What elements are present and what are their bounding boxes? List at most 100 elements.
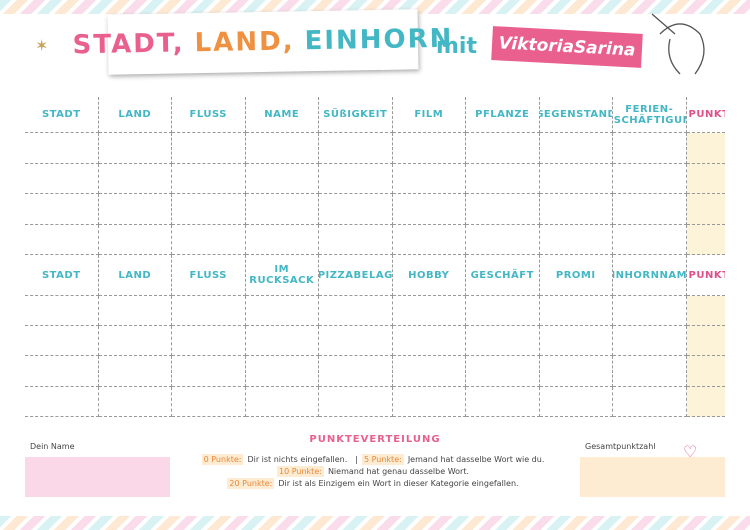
cell	[98, 356, 172, 387]
cell	[245, 133, 319, 164]
cell	[686, 386, 725, 417]
title-card: STADT, LAND, EINHORN	[72, 9, 454, 75]
cell	[539, 163, 613, 194]
title-part: EINHORN	[304, 23, 454, 57]
unicorn	[651, 13, 705, 75]
cell	[25, 163, 99, 194]
column-header: EINHORNNAME	[613, 255, 687, 296]
cell	[245, 163, 319, 194]
column-header: IM RUCKSACK	[245, 255, 319, 296]
cell	[686, 133, 725, 164]
cell	[98, 224, 172, 255]
brand: ViktoriaSarina	[491, 26, 643, 68]
cell	[172, 326, 246, 357]
cell	[172, 296, 246, 327]
cell	[98, 133, 172, 164]
cell	[539, 224, 613, 255]
scoring-title: PUNKTEVERTEILUNG	[309, 434, 441, 445]
rule-text: Niemand hat genau dasselbe Wort.	[327, 467, 469, 476]
cell	[319, 163, 393, 194]
name-field	[25, 457, 170, 497]
cell	[245, 296, 319, 327]
rule: 20 Punkte: Dir ist als Einzigem ein Wort …	[190, 478, 560, 489]
column-header: PUNKTE	[686, 97, 725, 133]
cell	[466, 194, 540, 225]
rule: 10 Punkte: Niemand hat genau dasselbe Wor…	[190, 466, 560, 477]
cell	[686, 356, 725, 387]
cell	[25, 224, 99, 255]
column-header: GEGENSTAND	[539, 97, 613, 133]
cell	[245, 326, 319, 357]
column-header: HOBBY	[392, 255, 466, 296]
column-header: FLUSS	[172, 255, 246, 296]
cell	[392, 386, 466, 417]
cell	[319, 224, 393, 255]
title-part: STADT,	[72, 28, 185, 61]
stripe	[0, 516, 750, 530]
cell	[686, 326, 725, 357]
cell	[98, 386, 172, 417]
rule-text: Dir ist als Einzigem ein Wort in dieser …	[278, 479, 519, 488]
cell	[98, 326, 172, 357]
cell	[172, 194, 246, 225]
cell	[319, 194, 393, 225]
cell	[613, 386, 687, 417]
separator: |	[355, 455, 358, 464]
cell	[245, 386, 319, 417]
rule: 0 Punkte: Dir ist nichts eingefallen. | 5 P…	[190, 454, 560, 465]
cell	[319, 296, 393, 327]
cell	[98, 194, 172, 225]
cell	[613, 163, 687, 194]
cell	[686, 194, 725, 225]
rule-text: Jemand hat dasselbe Wort wie du.	[407, 455, 545, 464]
cell	[172, 356, 246, 387]
column-header: NAME	[245, 97, 319, 133]
cell	[392, 296, 466, 327]
mit: mit	[436, 34, 477, 59]
cell	[613, 296, 687, 327]
cell	[392, 163, 466, 194]
cell	[25, 386, 99, 417]
cell	[172, 224, 246, 255]
cell	[539, 356, 613, 387]
cell	[392, 224, 466, 255]
cell	[392, 194, 466, 225]
cell	[25, 296, 99, 327]
cell	[245, 224, 319, 255]
rule-points: 10 Punkte:	[277, 466, 324, 477]
column-header: LAND	[98, 255, 172, 296]
heart-deco: ♡	[683, 442, 698, 461]
cell	[25, 356, 99, 387]
cell	[613, 194, 687, 225]
column-header: STADT	[25, 255, 99, 296]
cell	[25, 326, 99, 357]
rule-points: 20 Punkte:	[227, 478, 275, 489]
star-deco: ✶	[35, 36, 49, 55]
cell	[392, 133, 466, 164]
cell	[613, 356, 687, 387]
cell	[466, 386, 540, 417]
cell	[613, 326, 687, 357]
cell	[539, 386, 613, 417]
cell	[686, 296, 725, 327]
column-header: PUNKTE	[686, 255, 725, 296]
title-part: LAND,	[194, 26, 295, 59]
total-label: Gesamtpunktzahl	[585, 442, 656, 451]
cell	[466, 326, 540, 357]
cell	[245, 356, 319, 387]
cell	[539, 194, 613, 225]
cell	[245, 194, 319, 225]
rule-points: 5 Punkte:	[361, 454, 404, 465]
cell	[466, 133, 540, 164]
cell	[539, 326, 613, 357]
cell	[686, 224, 725, 255]
column-header: PROMI	[539, 255, 613, 296]
name-label: Dein Name	[30, 442, 75, 451]
cell	[466, 296, 540, 327]
cell	[539, 296, 613, 327]
column-header: FLUSS	[172, 97, 246, 133]
total-field	[580, 457, 725, 497]
cell	[392, 326, 466, 357]
column-header: LAND	[98, 97, 172, 133]
cell	[172, 386, 246, 417]
